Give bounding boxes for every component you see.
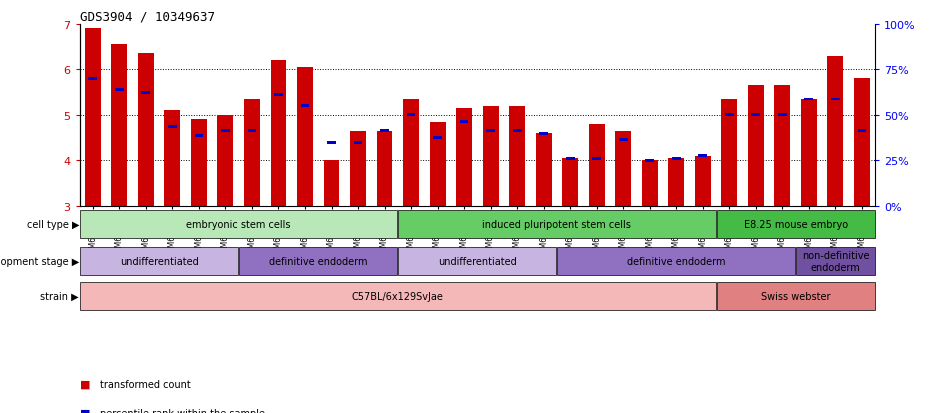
Text: non-definitive
endoderm: non-definitive endoderm [801, 250, 870, 272]
Bar [399, 247, 556, 275]
Text: GDS3904 / 10349637: GDS3904 / 10349637 [80, 11, 214, 24]
Text: development stage ▶: development stage ▶ [0, 256, 79, 266]
Text: embryonic stem cells: embryonic stem cells [186, 219, 291, 229]
Bar [138, 55, 154, 206]
Bar [778, 114, 787, 117]
Bar [85, 29, 101, 206]
Text: strain ▶: strain ▶ [40, 291, 79, 301]
Bar [354, 141, 362, 145]
Text: percentile rank within the sample: percentile rank within the sample [100, 408, 265, 413]
Bar [513, 130, 521, 133]
Bar [300, 105, 310, 108]
Bar [486, 130, 495, 133]
Bar [619, 139, 628, 142]
Bar [483, 107, 499, 206]
Bar [857, 130, 867, 133]
Bar [456, 109, 472, 206]
Bar [535, 134, 551, 206]
Text: ■: ■ [80, 408, 90, 413]
Text: Swiss webster: Swiss webster [761, 291, 830, 301]
Bar [801, 100, 817, 206]
Bar [717, 210, 874, 238]
Bar [376, 131, 392, 206]
Bar [797, 247, 874, 275]
Text: cell type ▶: cell type ▶ [26, 219, 79, 229]
Bar [327, 141, 336, 145]
Bar [831, 98, 840, 101]
Bar [722, 100, 738, 206]
Text: E8.25 mouse embryo: E8.25 mouse embryo [743, 219, 848, 229]
Bar [539, 132, 548, 135]
Bar [774, 86, 790, 206]
Bar [168, 126, 177, 128]
Bar [80, 210, 397, 238]
Bar [115, 89, 124, 92]
Bar [558, 247, 795, 275]
Bar [217, 116, 233, 206]
Bar [724, 114, 734, 117]
Bar [565, 157, 575, 160]
Bar [589, 125, 605, 206]
Bar [717, 282, 874, 310]
Bar [80, 247, 238, 275]
Bar [324, 161, 340, 206]
Bar [804, 98, 813, 101]
Bar [645, 159, 654, 163]
Bar [460, 121, 469, 124]
Bar [271, 61, 286, 206]
Text: transformed count: transformed count [100, 379, 191, 389]
Bar [698, 155, 708, 158]
Bar [88, 78, 97, 81]
Bar [350, 131, 366, 206]
Bar [221, 130, 230, 133]
Text: definitive endoderm: definitive endoderm [627, 256, 725, 266]
Text: undifferentiated: undifferentiated [120, 256, 198, 266]
Text: C57BL/6x129SvJae: C57BL/6x129SvJae [352, 291, 444, 301]
Bar [244, 100, 260, 206]
Bar [672, 157, 680, 160]
Bar [748, 86, 764, 206]
Bar [615, 131, 631, 206]
Text: ■: ■ [80, 379, 90, 389]
Bar [191, 120, 207, 206]
Bar [274, 94, 283, 97]
Text: undifferentiated: undifferentiated [438, 256, 517, 266]
Bar [592, 157, 601, 160]
Bar [240, 247, 397, 275]
Bar [827, 57, 843, 206]
Bar [399, 210, 715, 238]
Bar [563, 159, 578, 206]
Bar [509, 107, 525, 206]
Bar [406, 114, 416, 117]
Bar [247, 130, 256, 133]
Bar [380, 130, 389, 133]
Bar [695, 157, 710, 206]
Bar [430, 123, 446, 206]
Bar [642, 161, 658, 206]
Bar [195, 135, 203, 138]
Bar [752, 114, 760, 117]
Bar [854, 79, 870, 206]
Bar [297, 68, 313, 206]
Bar [111, 45, 127, 206]
Text: definitive endoderm: definitive endoderm [269, 256, 368, 266]
Bar [80, 282, 715, 310]
Bar [433, 137, 442, 140]
Bar [403, 100, 419, 206]
Text: induced pluripotent stem cells: induced pluripotent stem cells [482, 219, 632, 229]
Bar [668, 159, 684, 206]
Bar [165, 111, 181, 206]
Bar [141, 91, 151, 95]
